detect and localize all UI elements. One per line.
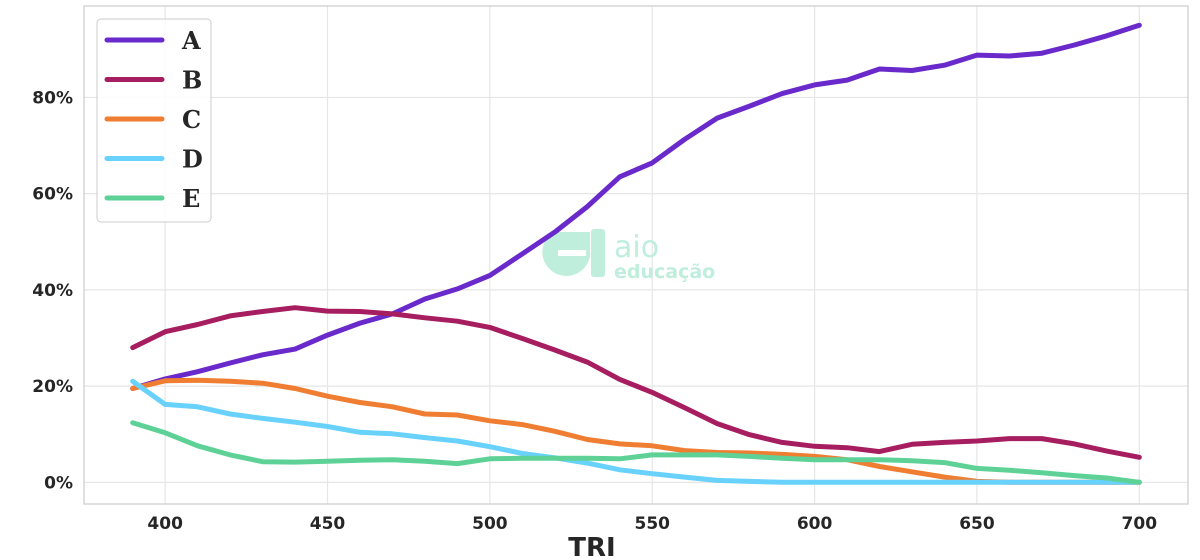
legend-label-b: B [182,66,202,95]
series-line-e [130,420,1142,485]
legend-label-e: E [182,184,200,213]
x-tick-label: 700 [1122,514,1158,534]
x-tick-label: 600 [797,514,833,534]
x-tick-label: 650 [959,514,995,534]
y-tick-label: 40% [32,281,73,301]
series-line-b [130,305,1142,460]
watermark-logo-mark [542,232,590,276]
x-tick-label: 450 [310,514,346,534]
x-tick-label: 550 [634,514,670,534]
y-tick-labels: 0% 20% 40% 60% 80% [32,88,73,493]
y-tick-label: 20% [32,377,73,397]
x-axis-title: TRI [568,533,615,560]
plot-area-frame [83,5,1189,505]
series-line-d [130,378,1142,485]
x-tick-label: 500 [472,514,508,534]
watermark-logo: aio educação [542,229,715,283]
legend-label-c: C [182,105,201,134]
series-lines [130,22,1142,485]
x-tick-labels: 400 450 500 550 600 650 700 [147,514,1157,534]
y-tick-label: 60% [32,185,73,205]
series-line-a [130,22,1142,391]
y-tick-label: 80% [32,88,73,108]
legend-label-d: D [182,145,203,174]
watermark-logo-bar [591,229,605,277]
legend-label-a: A [181,26,201,55]
y-tick-label: 0% [44,473,73,493]
watermark-line2: educação [614,261,715,283]
x-tick-label: 400 [147,514,183,534]
watermark-line1: aio [614,230,659,265]
